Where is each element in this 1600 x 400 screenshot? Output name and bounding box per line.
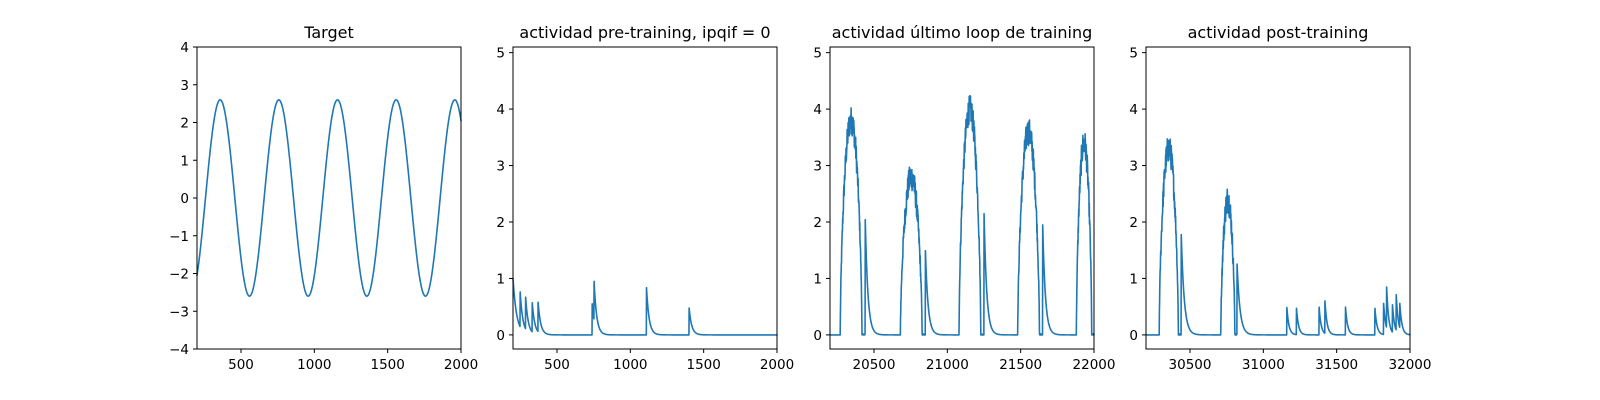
panel-last-training-loop: actividad último loop de training 20500 2… bbox=[813, 23, 1115, 373]
y-tick-label: −4 bbox=[169, 342, 189, 358]
y-tick-label: 2 bbox=[496, 215, 505, 231]
x-tick-label: 500 bbox=[544, 357, 570, 373]
y-tick-label: 4 bbox=[1129, 102, 1138, 118]
panel-target: Target 500 1000 1500 2000 −4 −3 −2 −1 0 1 2 3 4 bbox=[169, 23, 478, 373]
y-tick-label: 1 bbox=[496, 271, 505, 287]
y-tick-label: 5 bbox=[496, 46, 505, 62]
panel-pre-training: actividad pre-training, ipqif = 0 500 100… bbox=[496, 23, 794, 373]
axes-frame bbox=[196, 46, 462, 350]
y-tick-label: −1 bbox=[169, 229, 189, 245]
x-tick-label: 2000 bbox=[760, 357, 794, 373]
y-tick-label: 5 bbox=[1129, 46, 1138, 62]
x-tick-label: 32000 bbox=[1389, 357, 1432, 373]
x-tick-label: 31500 bbox=[1315, 357, 1358, 373]
series-line bbox=[196, 99, 462, 297]
panel-title: Target bbox=[303, 23, 354, 42]
y-tick-label: 1 bbox=[813, 271, 822, 287]
x-tick-label: 500 bbox=[228, 357, 254, 373]
y-tick-label: 0 bbox=[180, 191, 189, 207]
y-tick-label: −2 bbox=[169, 267, 189, 283]
y-tick-label: 2 bbox=[1129, 215, 1138, 231]
y-tick-label: 2 bbox=[180, 116, 189, 132]
x-tick-label: 31000 bbox=[1242, 357, 1285, 373]
axes-frame bbox=[1145, 46, 1411, 350]
x-tick-label: 30500 bbox=[1169, 357, 1212, 373]
x-tick-label: 2000 bbox=[444, 357, 478, 373]
y-tick-label: 3 bbox=[1129, 159, 1138, 175]
panel-title: actividad último loop de training bbox=[832, 23, 1093, 42]
y-tick-label: −3 bbox=[169, 304, 189, 320]
y-tick-label: 0 bbox=[1129, 328, 1138, 344]
x-tick-label: 1500 bbox=[370, 357, 404, 373]
y-tick-label: 2 bbox=[813, 215, 822, 231]
x-tick-label: 20500 bbox=[853, 357, 896, 373]
axes-frame bbox=[512, 46, 778, 350]
y-tick-label: 1 bbox=[1129, 271, 1138, 287]
y-tick-label: 4 bbox=[813, 102, 822, 118]
y-tick-label: 0 bbox=[813, 328, 822, 344]
y-tick-label: 3 bbox=[180, 78, 189, 94]
series-line bbox=[512, 277, 778, 336]
panel-title: actividad pre-training, ipqif = 0 bbox=[519, 23, 770, 42]
x-tick-label: 22000 bbox=[1073, 357, 1116, 373]
y-tick-label: 3 bbox=[496, 159, 505, 175]
y-tick-label: 0 bbox=[496, 328, 505, 344]
series-line bbox=[1145, 138, 1411, 336]
y-tick-label: 5 bbox=[813, 46, 822, 62]
x-tick-label: 1000 bbox=[297, 357, 331, 373]
axes-frame bbox=[829, 46, 1095, 350]
series-line bbox=[829, 95, 1095, 336]
panel-title: actividad post-training bbox=[1188, 23, 1369, 42]
y-tick-label: 4 bbox=[496, 102, 505, 118]
y-tick-label: 4 bbox=[180, 40, 189, 56]
x-tick-label: 21000 bbox=[926, 357, 969, 373]
panel-post-training: actividad post-training 30500 31000 31500 3… bbox=[1129, 23, 1431, 373]
x-tick-label: 21500 bbox=[999, 357, 1042, 373]
x-tick-label: 1500 bbox=[686, 357, 720, 373]
x-tick-label: 1000 bbox=[613, 357, 647, 373]
y-tick-label: 3 bbox=[813, 159, 822, 175]
y-tick-label: 1 bbox=[180, 153, 189, 169]
